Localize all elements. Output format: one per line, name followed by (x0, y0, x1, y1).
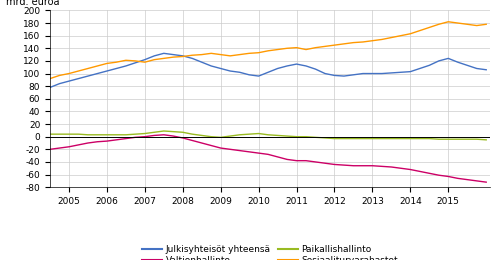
Text: mrd. euroa: mrd. euroa (6, 0, 60, 7)
Legend: Julkisyhteisöt yhteensä, Valtionhallinto, Paikallishallinto, Sosiaaliturvarahast: Julkisyhteisöt yhteensä, Valtionhallinto… (142, 245, 398, 260)
